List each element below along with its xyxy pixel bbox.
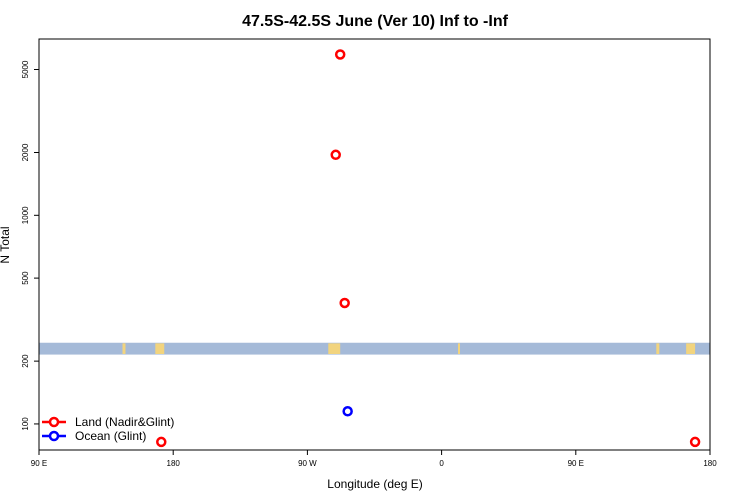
data-point (689, 436, 701, 448)
y-tick-label: 100 (21, 417, 30, 431)
y-tick-label: 200 (21, 354, 30, 368)
data-point (330, 149, 341, 161)
map-strip (39, 342, 710, 355)
legend-entry: Ocean (Glint) (75, 429, 146, 443)
data-points (156, 49, 701, 448)
land-patch (122, 343, 126, 354)
legend: Land (Nadir&Glint)Ocean (Glint) (42, 415, 174, 443)
land-patch (656, 343, 660, 354)
legend-entry: Land (Nadir&Glint) (75, 415, 174, 429)
x-axis: 90 E 180 90 W 0 90 E 180 (31, 450, 717, 468)
x-axis-label: Longitude (deg E) (327, 477, 422, 491)
y-tick-label: 2000 (21, 143, 30, 161)
x-tick-label: 180 (703, 459, 717, 468)
chart-title: 47.5S-42.5S June (Ver 10) Inf to -Inf (242, 13, 509, 30)
y-tick-label: 1000 (21, 206, 30, 224)
data-point (342, 406, 353, 417)
data-point (156, 436, 167, 448)
legend-marker (48, 416, 60, 428)
land-patch (686, 343, 696, 354)
x-tick-label: 90 W (298, 459, 317, 468)
x-tick-label: 90 E (568, 459, 584, 468)
y-axis: 100 200 500 1000 2000 5000 (21, 60, 39, 431)
x-tick-label: 90 E (31, 459, 47, 468)
data-point (334, 49, 346, 60)
y-tick-label: 5000 (21, 60, 30, 78)
land-patch (458, 343, 461, 354)
x-tick-label: 0 (439, 459, 444, 468)
plot-frame (38, 38, 711, 451)
x-tick-label: 180 (167, 459, 181, 468)
land-patch (155, 343, 165, 354)
legend-marker (48, 430, 60, 442)
y-axis-label: N Total (0, 226, 12, 263)
data-point (339, 297, 350, 309)
y-tick-label: 500 (21, 271, 30, 285)
land-patch (328, 343, 341, 354)
ocean-band (39, 342, 710, 355)
